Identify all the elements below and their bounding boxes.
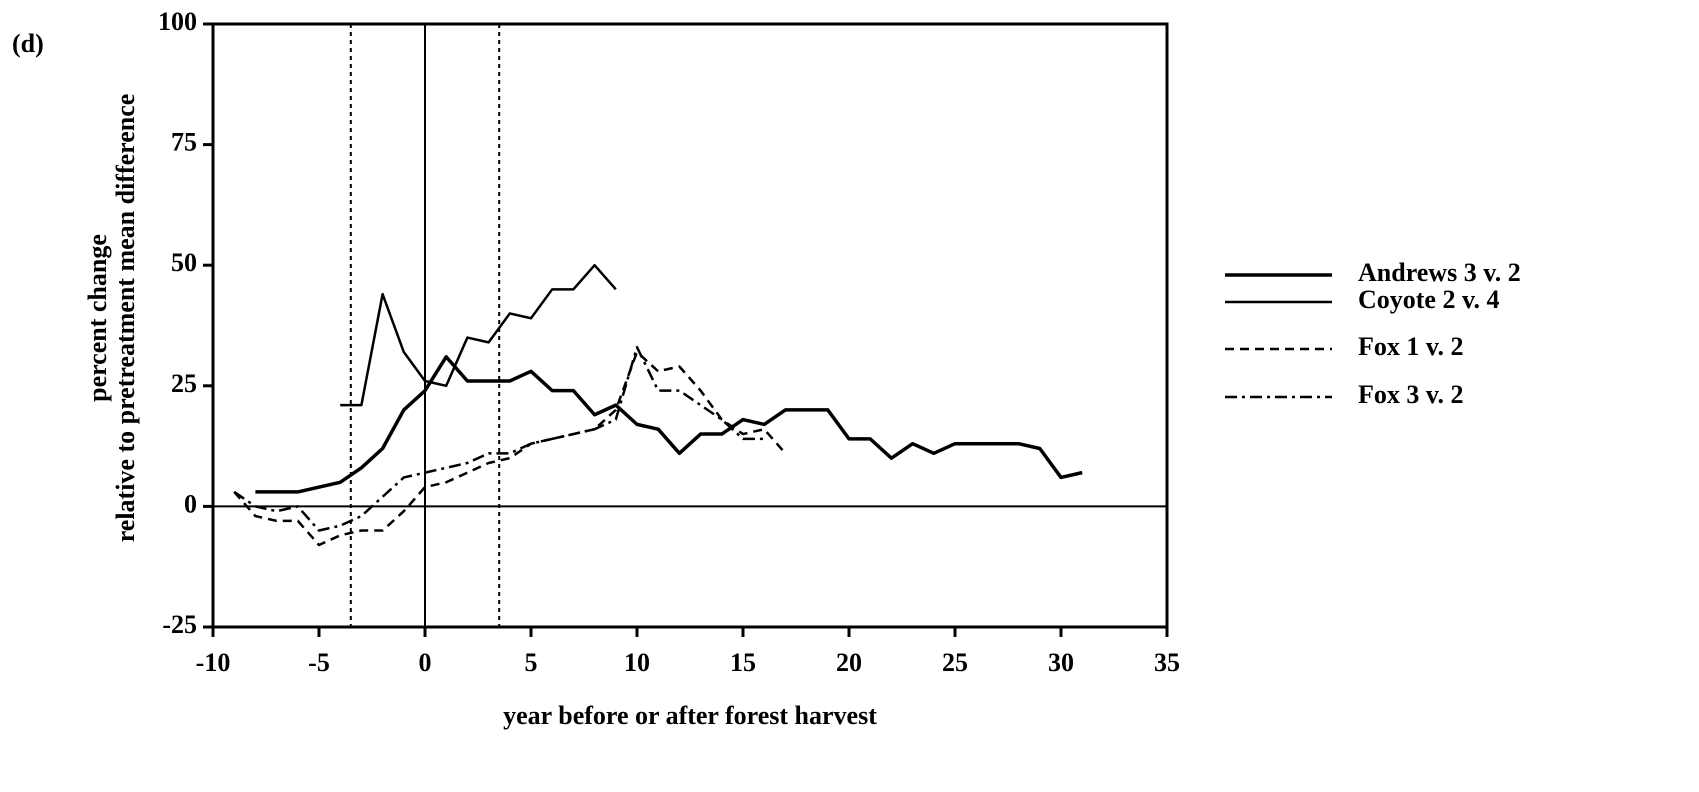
x-tick-label: 15: [730, 648, 756, 677]
legend-label: Fox 3 v. 2: [1358, 380, 1463, 409]
series-line: [233, 350, 787, 547]
y-tick-label: 100: [158, 7, 197, 36]
y-tick-label: 75: [171, 128, 197, 157]
plot-frame: [211, 22, 1169, 629]
x-tick-label: 35: [1154, 648, 1180, 677]
panel-label: (d): [12, 29, 44, 58]
y-axis-label: relative to pretreatment mean difference: [111, 94, 140, 543]
x-tick-label: 10: [624, 648, 650, 677]
y-tick-label: 25: [171, 369, 197, 398]
y-tick-label: -25: [162, 610, 197, 639]
series-line: [340, 263, 617, 407]
x-axis-label: year before or after forest harvest: [503, 701, 877, 730]
x-tick-label: -5: [308, 648, 330, 677]
x-tick-label: 25: [942, 648, 968, 677]
y-tick-label: 0: [184, 489, 197, 518]
x-tick-label: -10: [196, 648, 231, 677]
y-tick-label: 50: [171, 248, 197, 277]
x-tick-label: 0: [419, 648, 432, 677]
legend-label: Coyote 2 v. 4: [1358, 285, 1500, 314]
x-tick-label: 20: [836, 648, 862, 677]
series-line: [233, 345, 765, 532]
x-tick-label: 5: [525, 648, 538, 677]
y-axis-label: percent change: [83, 234, 112, 402]
series-line: [255, 355, 1083, 494]
legend-label: Fox 1 v. 2: [1358, 332, 1463, 361]
x-tick-label: 30: [1048, 648, 1074, 677]
legend-label: Andrews 3 v. 2: [1358, 258, 1521, 287]
